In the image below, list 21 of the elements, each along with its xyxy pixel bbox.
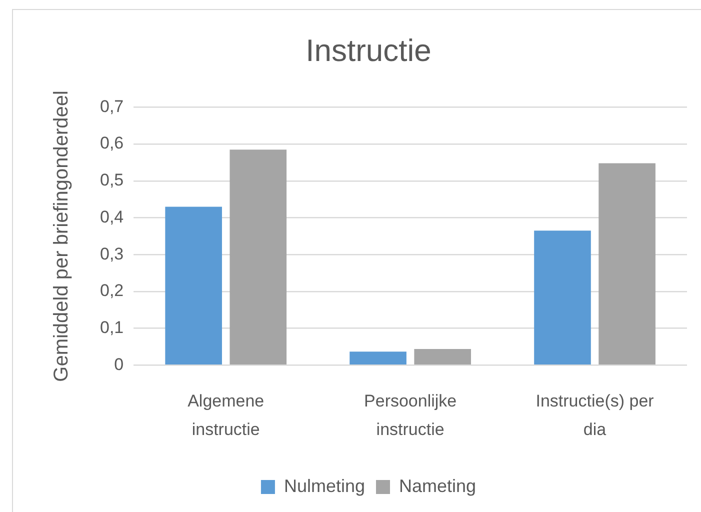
legend-label: Nameting: [399, 476, 476, 496]
x-tick-label: Instructie(s) per dia: [536, 391, 654, 440]
bar: [534, 230, 591, 365]
legend-label: Nulmeting: [284, 476, 366, 496]
y-tick-label: 0,7: [100, 96, 124, 116]
bar: [230, 150, 287, 365]
chart-title: Instructie: [306, 33, 432, 68]
x-tick-label: Persoonlijke instructie: [364, 391, 457, 440]
y-tick-label: 0,3: [100, 244, 124, 264]
bar: [165, 206, 222, 365]
y-tick-label: 0,5: [100, 170, 124, 190]
y-tick-label: 0,1: [100, 318, 124, 338]
y-tick-label: 0: [114, 354, 124, 374]
y-tick-label: 0,4: [100, 207, 124, 226]
y-tick-label: 0,2: [100, 281, 124, 300]
bar: [414, 348, 471, 365]
bar: [598, 163, 656, 365]
y-tick-label: 0,6: [100, 134, 124, 153]
x-tick-label: Algemene instructie: [188, 391, 264, 440]
bar: [350, 352, 406, 365]
y-axis-title: Gemiddeld per briefingonderdeel: [50, 90, 73, 382]
